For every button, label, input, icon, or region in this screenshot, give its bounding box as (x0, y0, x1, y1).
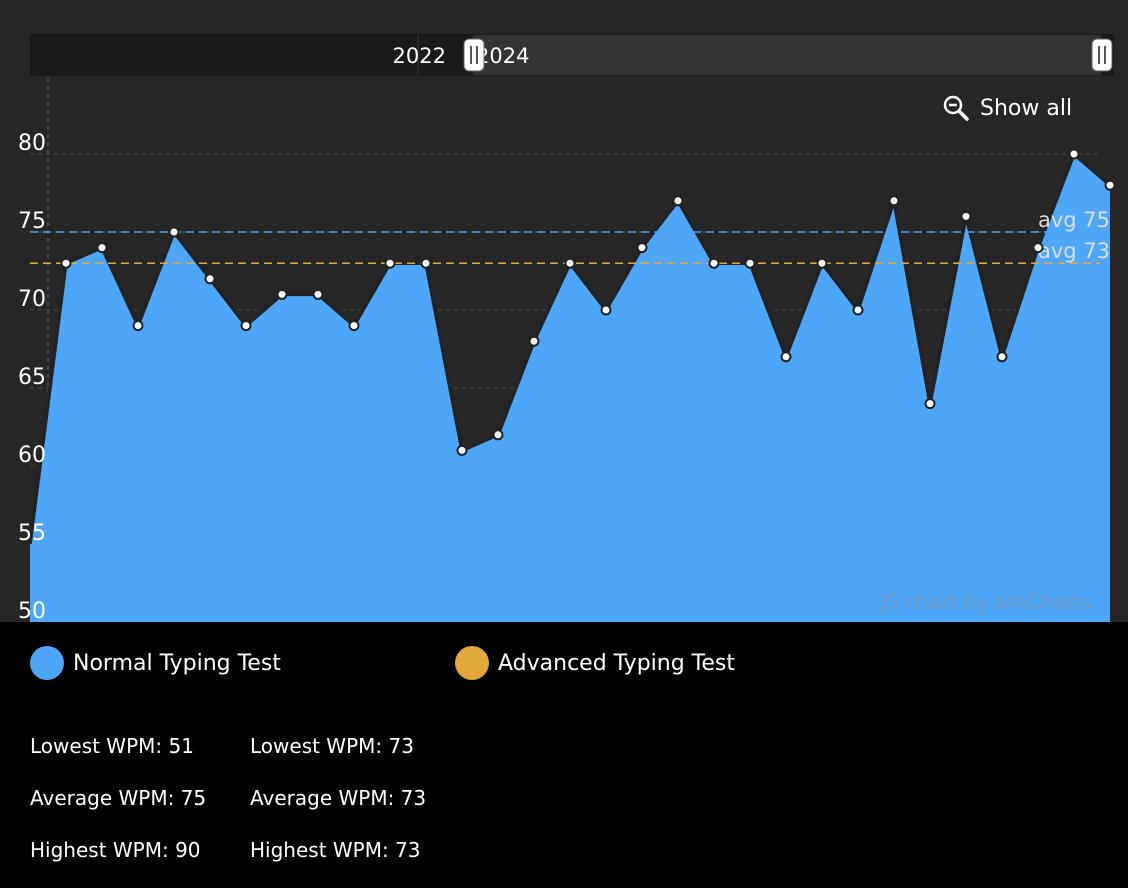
data-point[interactable] (708, 257, 720, 269)
average-line-label: avg 73 (1038, 239, 1110, 263)
data-point[interactable] (384, 257, 396, 269)
stat-lowest-advanced: Lowest WPM: 73 (250, 734, 414, 758)
data-point[interactable] (528, 335, 540, 347)
y-tick-label: 50 (18, 599, 46, 622)
data-point[interactable] (600, 304, 612, 316)
show-all-label: Show all (980, 95, 1073, 121)
zoom-out-icon (943, 95, 969, 121)
data-point[interactable] (960, 210, 972, 222)
data-point[interactable] (996, 351, 1008, 363)
stat-lowest-normal: Lowest WPM: 51 (30, 734, 194, 758)
data-point[interactable] (1104, 179, 1116, 191)
data-point[interactable] (1068, 148, 1080, 160)
y-tick-label: 75 (18, 209, 46, 234)
wpm-stats: Lowest WPM: 51 Average WPM: 75 Highest W… (30, 732, 426, 888)
data-point[interactable] (1032, 242, 1044, 254)
scrollbar[interactable]: 2022 2024 (30, 34, 1114, 76)
data-point[interactable] (240, 320, 252, 332)
legend-marker-normal (30, 646, 64, 680)
stat-average-normal: Average WPM: 75 (30, 786, 207, 810)
data-point[interactable] (420, 257, 432, 269)
data-point[interactable] (564, 257, 576, 269)
average-line-label: avg 75 (1038, 208, 1110, 232)
stat-highest-normal: Highest WPM: 90 (30, 838, 201, 862)
data-point[interactable] (636, 242, 648, 254)
legend-item-normal-typing-test[interactable]: Normal Typing Test (30, 646, 455, 680)
data-point[interactable] (852, 304, 864, 316)
stat-highest-advanced: Highest WPM: 73 (250, 838, 421, 862)
stat-average-advanced: Average WPM: 73 (250, 786, 427, 810)
chart-panel: 2022 2024 avg 75 avg 73 50 55 60 65 70 75 80 JS… (0, 0, 1128, 622)
stats-advanced-typing-test: Lowest WPM: 73 Average WPM: 73 Highest W… (250, 732, 426, 888)
data-point[interactable] (276, 288, 288, 300)
series-area-normal[interactable] (30, 154, 1110, 622)
scrollbar-selection[interactable] (473, 35, 1101, 75)
wpm-area-chart[interactable]: 2022 2024 avg 75 avg 73 50 55 60 65 70 75 80 JS… (0, 0, 1128, 622)
series-points (60, 148, 1116, 456)
y-tick-label: 55 (18, 521, 46, 546)
legend-label-advanced: Advanced Typing Test (498, 650, 735, 676)
data-point[interactable] (672, 195, 684, 207)
legend-item-advanced-typing-test[interactable]: Advanced Typing Test (455, 646, 880, 680)
data-point[interactable] (888, 195, 900, 207)
data-point[interactable] (456, 444, 468, 456)
amcharts-credit[interactable]: JS chart by amCharts (879, 590, 1092, 614)
scrollbar-end-label: 2024 (476, 44, 529, 68)
data-point[interactable] (312, 288, 324, 300)
show-all-button[interactable]: Show all (942, 92, 1072, 124)
y-tick-label: 60 (18, 443, 46, 468)
data-point[interactable] (204, 273, 216, 285)
y-tick-label: 65 (18, 365, 46, 390)
scrollbar-start-grip[interactable] (463, 38, 485, 72)
data-point[interactable] (60, 257, 72, 269)
data-point[interactable] (744, 257, 756, 269)
y-axis-labels: 50 55 60 65 70 75 80 (18, 131, 46, 622)
data-point[interactable] (816, 257, 828, 269)
scrollbar-end-grip[interactable] (1091, 38, 1113, 72)
data-point[interactable] (348, 320, 360, 332)
legend-marker-advanced (455, 646, 489, 680)
data-point[interactable] (924, 398, 936, 410)
y-tick-label: 80 (18, 131, 46, 156)
data-point[interactable] (780, 351, 792, 363)
data-point[interactable] (132, 320, 144, 332)
legend-label-normal: Normal Typing Test (73, 650, 281, 676)
stats-normal-typing-test: Lowest WPM: 51 Average WPM: 75 Highest W… (30, 732, 250, 888)
data-point[interactable] (492, 429, 504, 441)
y-tick-label: 70 (18, 287, 46, 312)
data-point[interactable] (168, 226, 180, 238)
data-point[interactable] (96, 242, 108, 254)
scrollbar-start-label: 2022 (393, 44, 446, 68)
legend: Normal Typing Test Advanced Typing Test (30, 646, 880, 680)
